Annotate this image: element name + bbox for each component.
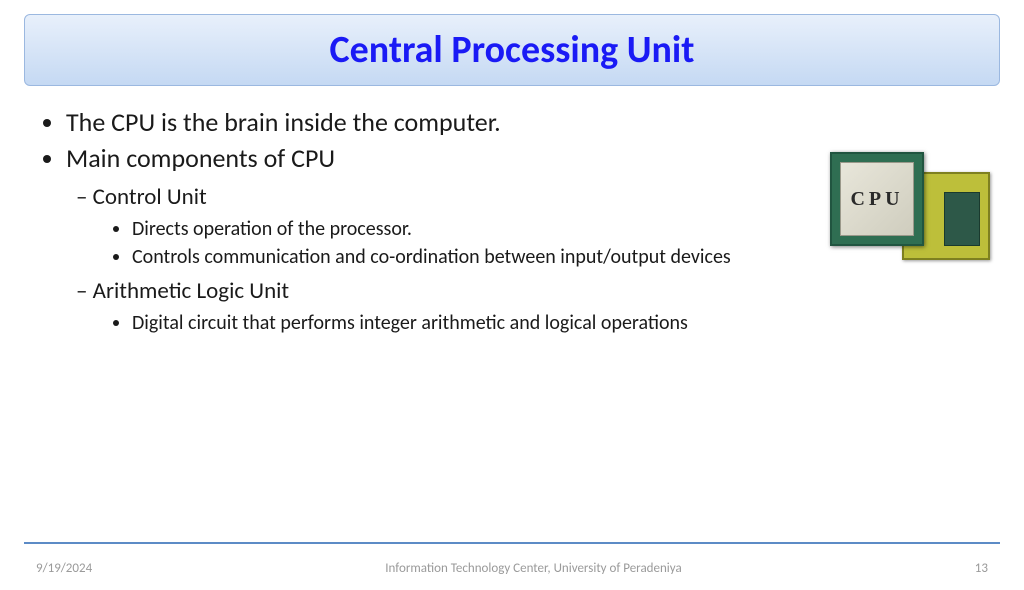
chip-label: CPU — [840, 162, 914, 236]
bullet-2-text: Main components of CPU — [66, 142, 335, 174]
sub1-text: Control Unit — [93, 183, 207, 211]
sub2-a: Digital circuit that performs integer ar… — [132, 309, 992, 337]
cpu-chip-image: CPU — [830, 152, 990, 272]
footer-date: 9/19/2024 — [36, 561, 92, 576]
chip-front-icon: CPU — [830, 152, 924, 246]
bullet-1: The CPU is the brain inside the computer… — [66, 104, 992, 140]
title-box: Central Processing Unit — [24, 14, 1000, 86]
sub2-text: Arithmetic Logic Unit — [93, 277, 289, 305]
slide-title: Central Processing Unit — [25, 27, 999, 73]
footer-page: 13 — [975, 561, 988, 576]
sub-bullet-alu: Arithmetic Logic Unit Digital circuit th… — [94, 275, 992, 337]
footer-divider — [24, 542, 1000, 544]
footer-center: Information Technology Center, Universit… — [385, 561, 681, 576]
slide-footer: 9/19/2024 Information Technology Center,… — [0, 561, 1024, 576]
